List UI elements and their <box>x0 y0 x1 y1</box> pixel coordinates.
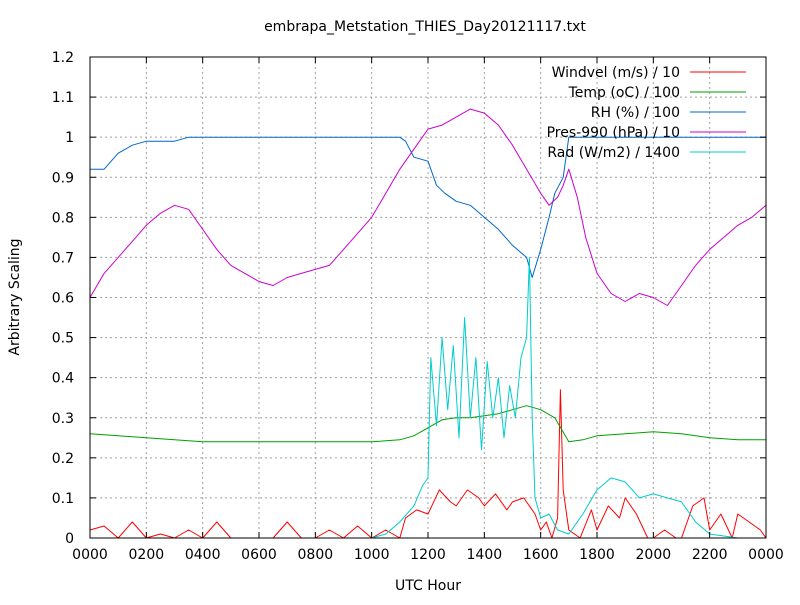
x-tick-label: 0800 <box>298 547 334 563</box>
x-tick-label: 1200 <box>410 547 446 563</box>
x-tick-label: 1400 <box>467 547 503 563</box>
y-tick-label: 0 <box>65 531 74 547</box>
x-tick-label: 2000 <box>636 547 672 563</box>
x-tick-label: 1000 <box>354 547 390 563</box>
legend-label: RH (%) / 100 <box>591 105 680 121</box>
tick-layer: 0000 0200 0400 0600 0800 1000 1200 1400 1600 1800… <box>52 50 784 563</box>
y-tick-label: 1.1 <box>52 90 74 106</box>
x-axis-label: UTC Hour <box>395 578 461 594</box>
x-tick-label: 0600 <box>241 547 277 563</box>
y-axis-label: Arbitrary Scaling <box>7 238 23 355</box>
legend: Windvel (m/s) / 10 Temp (oC) / 100 RH (%) … <box>547 65 746 161</box>
x-tick-label: 0000 <box>748 547 784 563</box>
series-line-2 <box>90 136 766 278</box>
x-tick-label: 0400 <box>185 547 221 563</box>
y-tick-label: 0.8 <box>52 210 74 226</box>
y-tick-label: 0.4 <box>52 371 74 387</box>
legend-label: Temp (oC) / 100 <box>568 85 680 101</box>
series-line-3 <box>89 108 767 306</box>
y-tick-label: 0.1 <box>52 491 74 507</box>
y-tick-label: 0.3 <box>52 411 74 427</box>
legend-label: Pres-990 (hPa) / 10 <box>547 125 680 141</box>
x-tick-label: 2200 <box>692 547 728 563</box>
x-tick-label: 0000 <box>72 547 108 563</box>
x-tick-label: 1800 <box>579 547 615 563</box>
y-tick-label: 1 <box>65 130 74 146</box>
x-tick-label: 1600 <box>523 547 559 563</box>
y-tick-label: 0.9 <box>52 170 74 186</box>
x-tick-label: 0200 <box>129 547 165 563</box>
legend-label: Rad (W/m2) / 1400 <box>547 145 680 161</box>
series-line-4 <box>90 256 766 539</box>
y-tick-label: 0.2 <box>52 451 74 467</box>
chart-title: embrapa_Metstation_THIES_Day20121117.txt <box>264 19 586 35</box>
series-line-1 <box>89 405 766 443</box>
y-tick-label: 0.5 <box>52 331 74 347</box>
y-tick-label: 0.6 <box>52 291 74 307</box>
y-tick-label: 0.7 <box>52 250 74 266</box>
y-tick-label: 1.2 <box>52 50 74 66</box>
legend-label: Windvel (m/s) / 10 <box>552 65 680 81</box>
